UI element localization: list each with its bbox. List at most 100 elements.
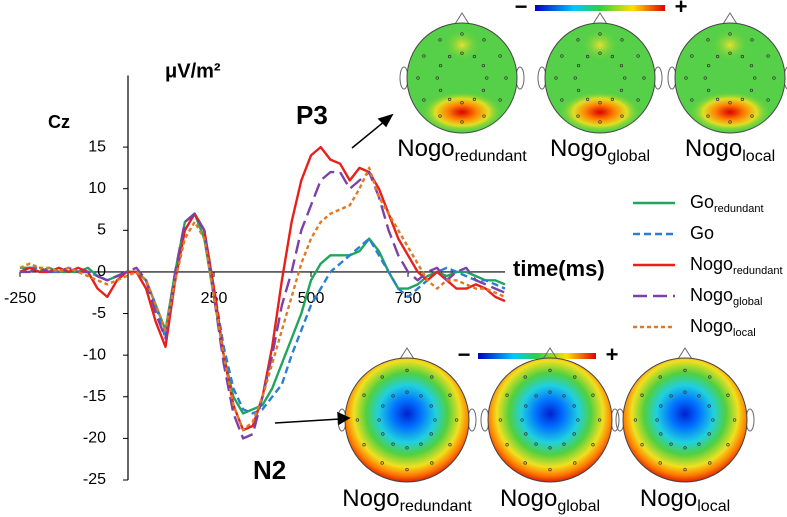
nose: [542, 347, 558, 360]
electrode: [472, 97, 477, 102]
electrode: [505, 393, 509, 397]
y-tick-label: 0: [97, 263, 106, 280]
electrode: [430, 375, 434, 379]
electrode: [598, 120, 602, 124]
electrode: [438, 88, 443, 93]
electrode: [703, 76, 707, 80]
electrode: [610, 97, 615, 102]
legend-name: Go: [690, 223, 714, 243]
electrode: [683, 467, 687, 472]
legend-label: Goredundant: [690, 192, 764, 215]
electrode: [419, 394, 423, 398]
electrode: [498, 54, 502, 58]
topomap-name: Nogo: [500, 485, 557, 512]
electrode: [728, 51, 732, 55]
y-tick-label: 5: [97, 222, 106, 239]
series-line: [19, 166, 506, 432]
electrode: [485, 76, 489, 80]
electrode: [498, 98, 502, 102]
y-tick-label: 10: [88, 180, 106, 197]
legend-label: Nogoglobal: [690, 285, 762, 308]
electrode: [620, 114, 624, 118]
topomap-label: Nogolocal: [685, 135, 775, 165]
electrode: [707, 432, 711, 436]
topomap-sub: redundant: [455, 148, 528, 165]
electrode: [534, 442, 538, 446]
electrode: [598, 101, 602, 105]
electrode: [481, 88, 486, 93]
electrode: [576, 63, 581, 68]
x-tick-label: -250: [4, 290, 36, 307]
colorbar: [535, 5, 665, 11]
electrode: [554, 76, 558, 80]
series-line: [19, 212, 506, 415]
electrode: [728, 32, 732, 36]
topomap-name: Nogo: [685, 135, 742, 162]
electrode: [642, 76, 646, 80]
electrode: [708, 375, 712, 379]
legend-name: Go: [690, 192, 714, 212]
electrode: [711, 418, 715, 422]
electrode: [419, 442, 423, 446]
electrode: [576, 114, 580, 118]
electrode: [447, 54, 452, 59]
nose: [454, 12, 470, 25]
scalp-blob: [580, 28, 620, 62]
electrode: [381, 404, 385, 408]
electrode: [405, 390, 409, 394]
topomap: [399, 12, 525, 134]
electrode: [447, 97, 452, 102]
electrode: [726, 393, 730, 397]
electrode: [740, 54, 745, 59]
electrode: [548, 467, 552, 472]
electrode: [749, 63, 754, 68]
nose: [722, 12, 738, 25]
electrode: [573, 76, 577, 80]
legend-sub: global: [733, 296, 762, 308]
electrode: [498, 418, 503, 422]
scalp: [344, 357, 470, 483]
electrode: [460, 120, 464, 124]
topomap-label: Nogoredundant: [342, 485, 472, 515]
topomap: [537, 12, 663, 134]
electrode: [391, 394, 395, 398]
electrode: [740, 97, 745, 102]
electrode: [576, 418, 580, 422]
electrode: [772, 76, 776, 80]
electrode: [766, 54, 770, 58]
y-tick-label: 15: [88, 138, 106, 155]
electrode: [658, 461, 662, 465]
electrode: [460, 32, 464, 36]
y-axis-label: μV/m²: [165, 60, 221, 82]
electrode: [422, 54, 426, 58]
electrode: [520, 418, 524, 422]
electrode: [636, 98, 640, 102]
electrode: [715, 97, 720, 102]
electrode: [548, 368, 552, 373]
electrode: [669, 442, 673, 446]
electrode: [766, 98, 770, 102]
topomap: [337, 347, 477, 483]
x-tick-label: 500: [298, 290, 325, 307]
y-tick-label: -25: [83, 471, 106, 488]
electrode: [620, 38, 624, 42]
electrode: [460, 101, 464, 105]
electrode: [683, 368, 687, 373]
electrode: [707, 404, 711, 408]
electrode: [573, 461, 577, 465]
topomap-name: Nogo: [342, 485, 399, 512]
electrode: [438, 38, 442, 42]
y-tick-label: -5: [92, 305, 106, 322]
electrode: [460, 51, 464, 55]
electrode: [690, 98, 694, 102]
electrode: [573, 375, 577, 379]
topomap: [667, 12, 787, 134]
electrode: [377, 418, 381, 422]
electrode: [438, 114, 442, 118]
nose: [399, 347, 415, 360]
x-tick-label: 750: [395, 290, 422, 307]
electrode: [706, 88, 711, 93]
electrode: [562, 394, 566, 398]
topomap-name: Nogo: [550, 135, 607, 162]
